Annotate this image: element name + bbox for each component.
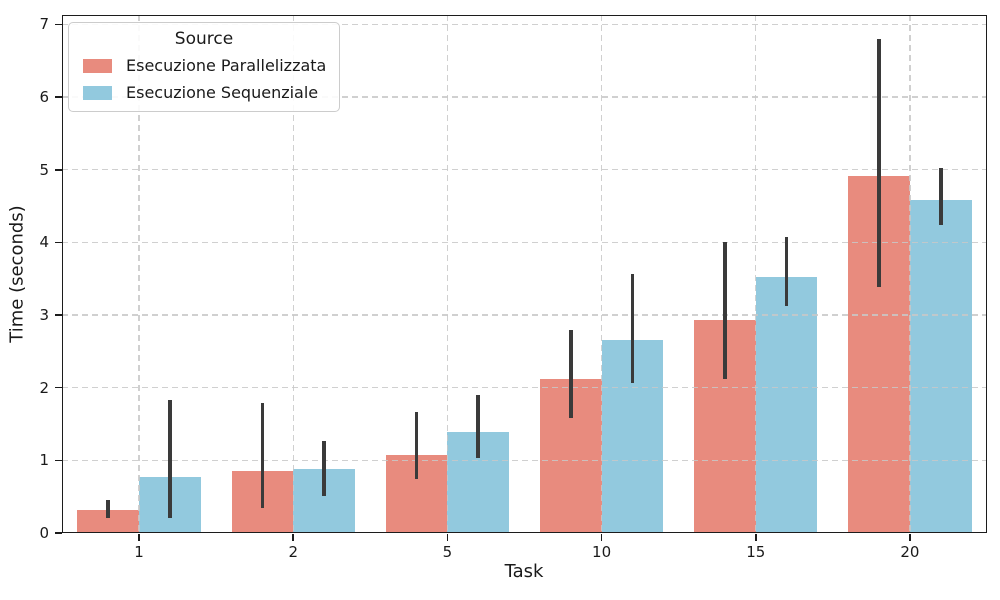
- legend-entry: Esecuzione Parallelizzata: [83, 56, 329, 75]
- error-bar: [322, 441, 326, 496]
- error-bar: [630, 273, 635, 384]
- y-tick-label: 2: [39, 378, 49, 397]
- gridline-vertical: [138, 15, 140, 533]
- y-tick-label: 3: [39, 306, 49, 325]
- gridline-horizontal: [62, 314, 987, 316]
- legend-label: Esecuzione Sequenziale: [126, 83, 319, 102]
- y-tick-mark: [55, 96, 62, 98]
- y-tick-mark: [55, 23, 62, 26]
- gridline-horizontal: [62, 387, 987, 389]
- gridline-vertical: [755, 15, 757, 533]
- legend-entry: Esecuzione Sequenziale: [83, 83, 329, 102]
- y-tick-label: 7: [39, 15, 49, 34]
- bar-parallel-task-1: [77, 509, 140, 533]
- y-tick-label: 6: [39, 88, 49, 107]
- x-tick-label: 20: [900, 543, 920, 561]
- y-tick-mark: [55, 168, 62, 171]
- x-tick-label: 2: [288, 543, 299, 561]
- gridline-vertical: [600, 15, 603, 533]
- y-tick-label: 5: [39, 160, 49, 179]
- y-tick-label: 1: [39, 451, 49, 470]
- y-tick-label: 4: [39, 233, 49, 252]
- x-tick-mark: [600, 534, 603, 541]
- legend-label: Esecuzione Parallelizzata: [126, 56, 327, 75]
- error-bar: [784, 237, 789, 306]
- y-tick-mark: [55, 532, 62, 534]
- error-bar: [414, 412, 419, 479]
- x-tick-mark: [138, 534, 140, 541]
- gridline-vertical: [446, 15, 449, 533]
- bar-sequential-task-20: [909, 199, 972, 533]
- error-bar: [106, 500, 111, 519]
- legend-swatch-icon: [83, 85, 112, 100]
- x-tick-label: 1: [134, 543, 144, 561]
- y-tick-mark: [55, 241, 62, 244]
- error-bar: [938, 167, 943, 225]
- gridline-horizontal: [62, 169, 987, 171]
- x-tick-mark: [446, 534, 449, 541]
- error-bar: [476, 394, 481, 459]
- y-tick-mark: [55, 459, 62, 462]
- legend-title: Source: [174, 29, 234, 49]
- x-tick-label: 10: [592, 543, 612, 561]
- x-axis-label: Task: [504, 561, 544, 582]
- gridline-horizontal: [62, 96, 987, 98]
- error-bar: [877, 38, 881, 287]
- error-bar: [723, 242, 727, 379]
- bar-sequential-task-15: [755, 277, 818, 533]
- y-tick-mark: [55, 314, 62, 316]
- gridline-vertical: [292, 15, 294, 533]
- legend-swatch-icon: [83, 58, 112, 73]
- gridline-vertical: [909, 15, 911, 533]
- x-tick-mark: [292, 534, 295, 541]
- legend: Source Esecuzione Parallelizzata Esecuzio…: [68, 22, 340, 112]
- error-bar: [568, 330, 573, 419]
- gridline-horizontal: [62, 241, 987, 244]
- y-tick-mark: [55, 386, 62, 389]
- x-tick-label: 5: [442, 543, 453, 561]
- error-bar: [168, 400, 172, 518]
- gridline-horizontal: [62, 23, 987, 26]
- x-tick-mark: [909, 534, 911, 541]
- gridline-horizontal: [62, 459, 987, 461]
- y-tick-label: 0: [39, 524, 49, 542]
- error-bar: [260, 402, 265, 508]
- legend-entries: Esecuzione Parallelizzata Esecuzione Sequ…: [79, 56, 329, 102]
- x-tick-label: 15: [746, 543, 766, 561]
- x-tick-mark: [754, 534, 757, 541]
